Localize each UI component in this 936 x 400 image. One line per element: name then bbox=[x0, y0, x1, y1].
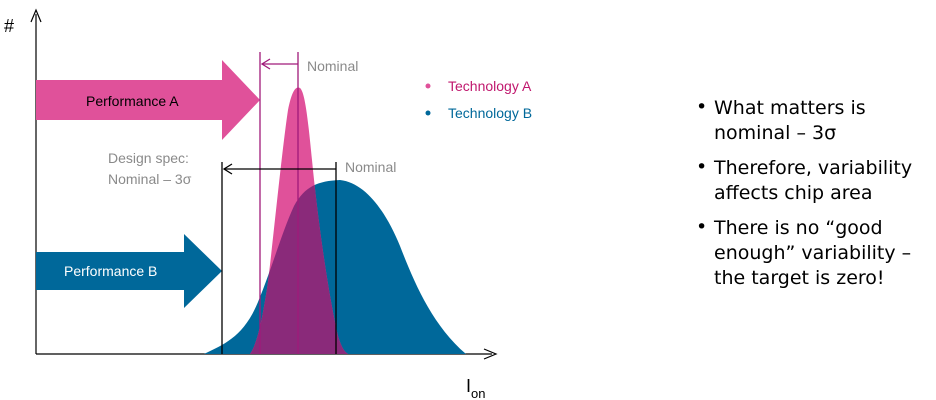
bullet-text: Therefore, variability affects chip area bbox=[714, 157, 913, 204]
bullet-item: • Therefore, variability affects chip are… bbox=[692, 156, 932, 206]
tech-b-sigma-arrowhead bbox=[222, 163, 233, 175]
performance-a-label: Performance A bbox=[86, 93, 179, 109]
bullet-dot: • bbox=[696, 96, 708, 118]
x-axis-arrowhead bbox=[483, 348, 498, 360]
bullet-dot: • bbox=[696, 156, 708, 178]
legend-tech-b-label: Technology B bbox=[448, 105, 532, 121]
tech-a-sigma-arrowhead bbox=[260, 58, 271, 70]
y-axis-arrowhead bbox=[30, 8, 42, 23]
legend-tech-a-marker bbox=[425, 83, 431, 89]
legend-tech-b-marker bbox=[425, 110, 431, 116]
x-axis-label-sub: on bbox=[471, 386, 485, 400]
legend-tech-a-label: Technology A bbox=[448, 78, 532, 94]
overlap-region bbox=[250, 180, 348, 354]
nominal-b-label: Nominal bbox=[345, 159, 396, 175]
bullet-list: • What matters is nominal – 3σ • Therefore… bbox=[692, 96, 932, 301]
design-spec-label-line2: Nominal – 3σ bbox=[108, 171, 192, 187]
bullet-text: What matters is nominal – 3σ bbox=[714, 97, 866, 144]
distribution-overlap bbox=[250, 180, 348, 354]
x-axis-label: Ion bbox=[466, 376, 485, 400]
bullet-text: There is no “good enough” variability – … bbox=[714, 217, 912, 289]
performance-b-label: Performance B bbox=[64, 263, 157, 279]
nominal-a-label: Nominal bbox=[307, 58, 358, 74]
performance-b-arrow bbox=[36, 234, 222, 308]
bullet-dot: • bbox=[696, 216, 708, 238]
design-spec-label-line1: Design spec: bbox=[108, 150, 189, 166]
bullet-item: • What matters is nominal – 3σ bbox=[692, 96, 932, 146]
x-axis-label-main: I bbox=[466, 376, 471, 396]
bullet-item: • There is no “good enough” variability –… bbox=[692, 216, 932, 291]
performance-a-arrow bbox=[36, 60, 260, 140]
y-axis-label: # bbox=[4, 16, 14, 36]
